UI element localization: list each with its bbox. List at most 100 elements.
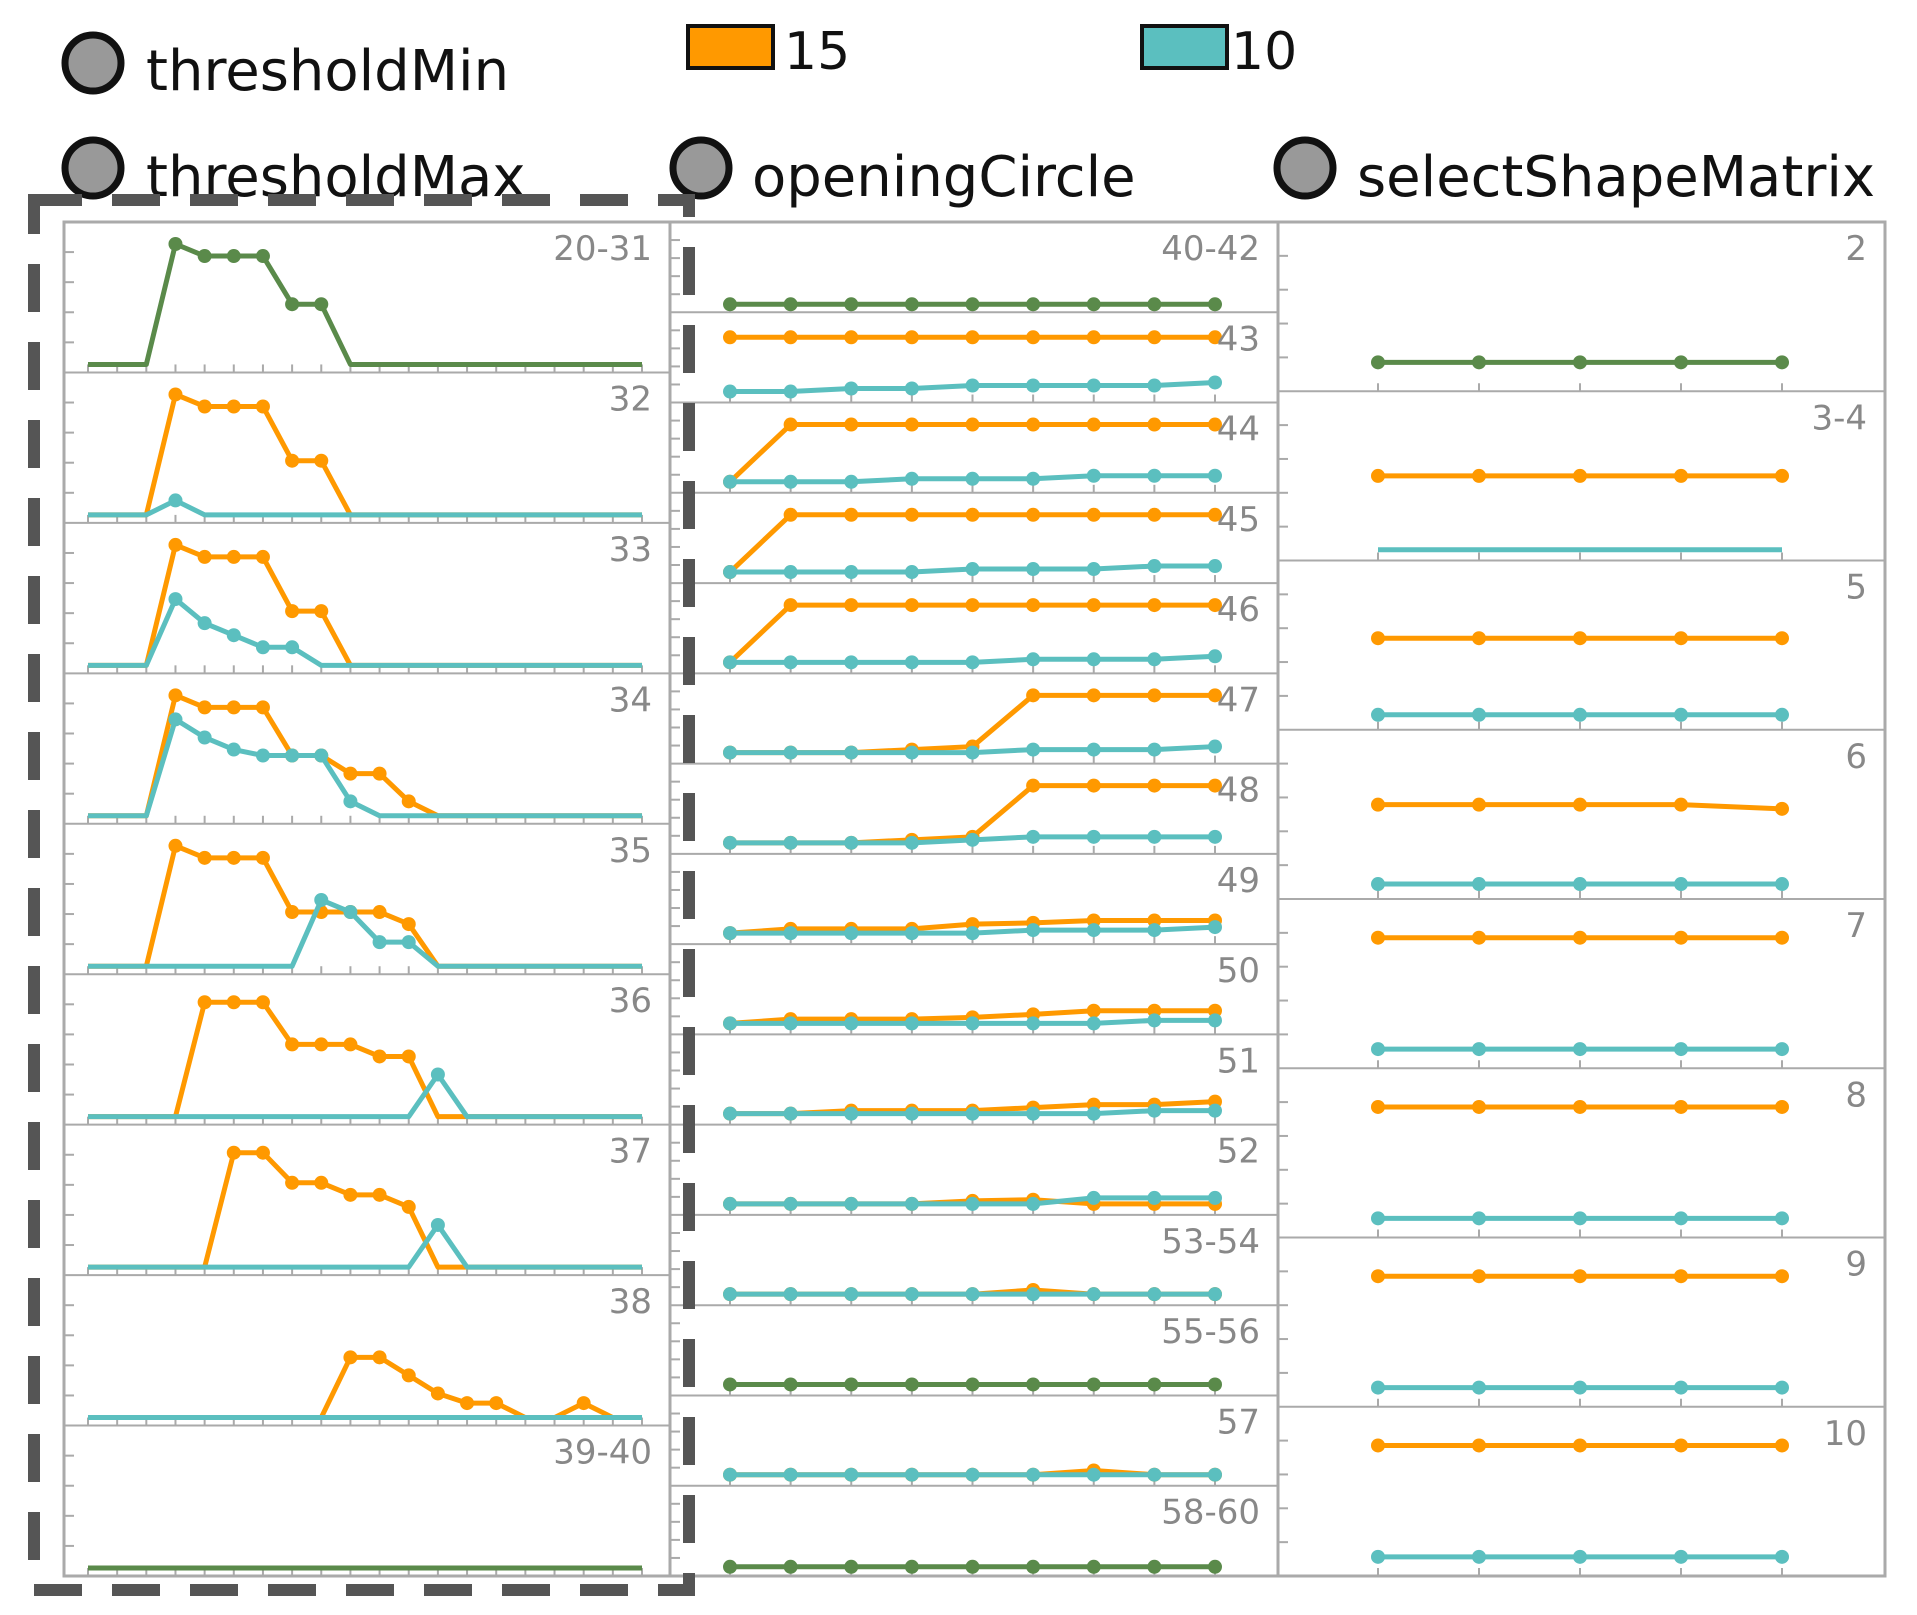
data-point-15 [1208,507,1222,522]
data-point-15 [1573,1099,1587,1114]
data-point-15 [1472,1438,1486,1453]
panel-label: 10 [1824,1414,1867,1454]
data-point-15 [1208,598,1222,613]
data-point-15 [844,330,859,345]
series-line-15 [88,692,642,819]
data-point-15 [343,1350,358,1365]
series-line-15 [728,602,1215,665]
data-point-15 [1472,797,1486,812]
data-point-15 [783,330,798,345]
data-point-15 [430,1386,445,1401]
legend-label-10: 10 [1231,22,1297,82]
panel-58-60: 58-60 [670,1484,1278,1576]
data-point-10 [1472,1211,1486,1226]
data-point-10 [1086,468,1101,483]
data-point-15 [285,1037,300,1052]
data-point-15 [844,507,859,522]
data-point-10 [285,640,300,655]
data-point-10 [1086,1467,1101,1482]
panel-39-40: 39-40 [64,1424,670,1576]
data-point-shared [1573,355,1587,370]
data-point-10 [197,730,212,745]
data-point-shared [965,1559,980,1574]
data-point-10 [430,1217,445,1232]
data-point-10 [965,378,980,393]
data-point-15 [1674,797,1688,812]
data-point-10 [1472,1380,1486,1395]
data-point-15 [285,453,300,468]
data-point-10 [844,926,859,941]
data-point-10 [1147,1103,1162,1118]
data-point-10 [1573,1380,1587,1395]
data-point-10 [1208,559,1222,574]
data-point-10 [723,1287,737,1302]
series-line-10 [88,1222,642,1270]
data-point-10 [723,565,737,580]
panel-label: 57 [1217,1402,1260,1442]
data-point-15 [401,1199,416,1214]
panel-55-56: 55-56 [670,1304,1278,1396]
data-point-15 [1208,330,1222,345]
data-point-shared [1371,355,1385,370]
data-point-10 [1026,562,1041,577]
panel-label: 39-40 [553,1433,652,1473]
data-point-15 [1472,1269,1486,1284]
data-point-shared [783,1559,798,1574]
data-point-shared [1147,1377,1162,1392]
data-point-shared [1026,1377,1041,1392]
data-point-15 [401,1368,416,1383]
series-line-15 [88,1150,642,1270]
data-point-10 [401,935,416,950]
panel-51: 51 [670,1033,1278,1125]
data-point-10 [1573,1211,1587,1226]
panel-2: 2 [1278,229,1867,392]
data-point-15 [1674,468,1688,483]
panel-20-31: 20-31 [64,229,652,373]
data-point-10 [844,565,859,580]
data-point-shared [1472,355,1486,370]
data-point-10 [904,1467,919,1482]
panel-label: 38 [609,1282,652,1322]
panel-label: 35 [609,831,652,871]
data-point-10 [1147,829,1162,844]
data-point-15 [1086,417,1101,432]
data-point-10 [1208,1467,1222,1482]
data-point-10 [965,655,980,670]
data-point-10 [343,905,358,920]
data-point-shared [285,297,300,312]
panel-label: 40-42 [1161,229,1260,269]
data-point-10 [723,1467,737,1482]
data-point-10 [1086,378,1101,393]
data-point-10 [1674,1211,1688,1226]
data-point-10 [844,381,859,396]
data-point-15 [343,1037,358,1052]
panel-label: 36 [609,981,652,1021]
data-point-10 [1147,378,1162,393]
data-point-15 [255,995,270,1010]
data-point-10 [965,832,980,847]
data-point-15 [1208,417,1222,432]
series-line-15 [88,999,642,1120]
data-point-10 [430,1067,445,1082]
data-point-shared [723,297,737,312]
panel-33: 33 [64,521,670,674]
data-point-10 [783,1196,798,1211]
data-point-15 [1775,930,1789,945]
data-point-10 [226,742,241,757]
data-point-15 [1573,1438,1587,1453]
data-point-10 [1674,877,1688,892]
data-point-10 [314,892,329,907]
data-point-15 [1775,468,1789,483]
data-point-15 [401,917,416,932]
panel-column-selectShapeMatrix: 2 3-4 5 6 7 8 9 10 [1276,220,1887,1578]
panel-38: 38 [64,1274,670,1426]
panel-37: 37 [64,1123,670,1276]
data-point-15 [904,330,919,345]
data-point-15 [1472,468,1486,483]
panel-label: 2 [1845,229,1867,269]
data-point-10 [1208,1287,1222,1302]
data-point-15 [1674,631,1688,646]
data-point-15 [1147,417,1162,432]
panel-49: 49 [670,852,1278,945]
data-point-shared [1147,1559,1162,1574]
